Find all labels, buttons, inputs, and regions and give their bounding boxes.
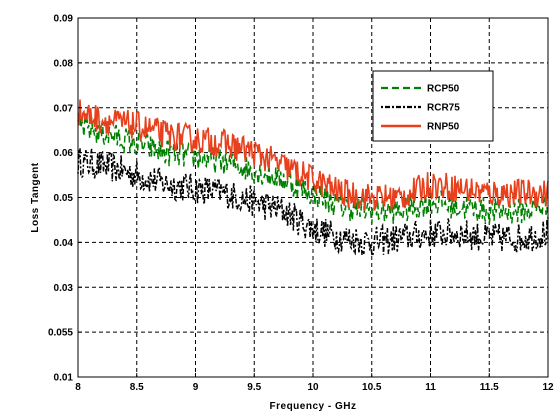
series-line-rcp50 (77, 113, 549, 225)
y-tick-label: 0.07 (54, 103, 74, 114)
series-line-rnp50 (77, 99, 549, 211)
y-tick-label: 0.03 (54, 283, 74, 294)
legend: RCP50 RCR75 RNP50 (372, 70, 494, 142)
x-tick-label: 10.5 (362, 382, 382, 393)
y-tick-label: 0.055 (48, 328, 73, 339)
legend-label-rcp50: RCP50 (427, 84, 460, 95)
y-tick-label: 0.06 (54, 148, 74, 159)
series-layer (77, 99, 549, 259)
x-tick-label: 8.5 (130, 382, 144, 393)
axis-ticks: 8 8.5 9 9.5 10 10.5 11 11.5 12 0.01 0.055 0.03 0.04 0… (48, 14, 554, 394)
x-tick-label: 9.5 (247, 382, 261, 393)
x-tick-label: 9 (193, 382, 199, 393)
y-tick-label: 0.04 (54, 238, 74, 249)
y-tick-label: 0.09 (54, 14, 74, 25)
series-line-rcr75 (77, 147, 549, 259)
y-axis-label: Loss Tangent (30, 162, 41, 232)
x-tick-label: 8 (75, 382, 81, 393)
x-tick-label: 11 (425, 382, 436, 393)
x-tick-label: 12 (542, 382, 554, 393)
x-tick-label: 11.5 (480, 382, 499, 393)
legend-label-rnp50: RNP50 (427, 122, 460, 133)
x-tick-label: 10 (307, 382, 319, 393)
y-tick-label: 0.08 (54, 58, 74, 69)
x-axis-label: Frequency - GHz (270, 401, 357, 412)
y-tick-label: 0.01 (54, 373, 74, 384)
legend-label-rcr75: RCR75 (427, 103, 460, 114)
y-tick-label: 0.05 (54, 193, 74, 204)
